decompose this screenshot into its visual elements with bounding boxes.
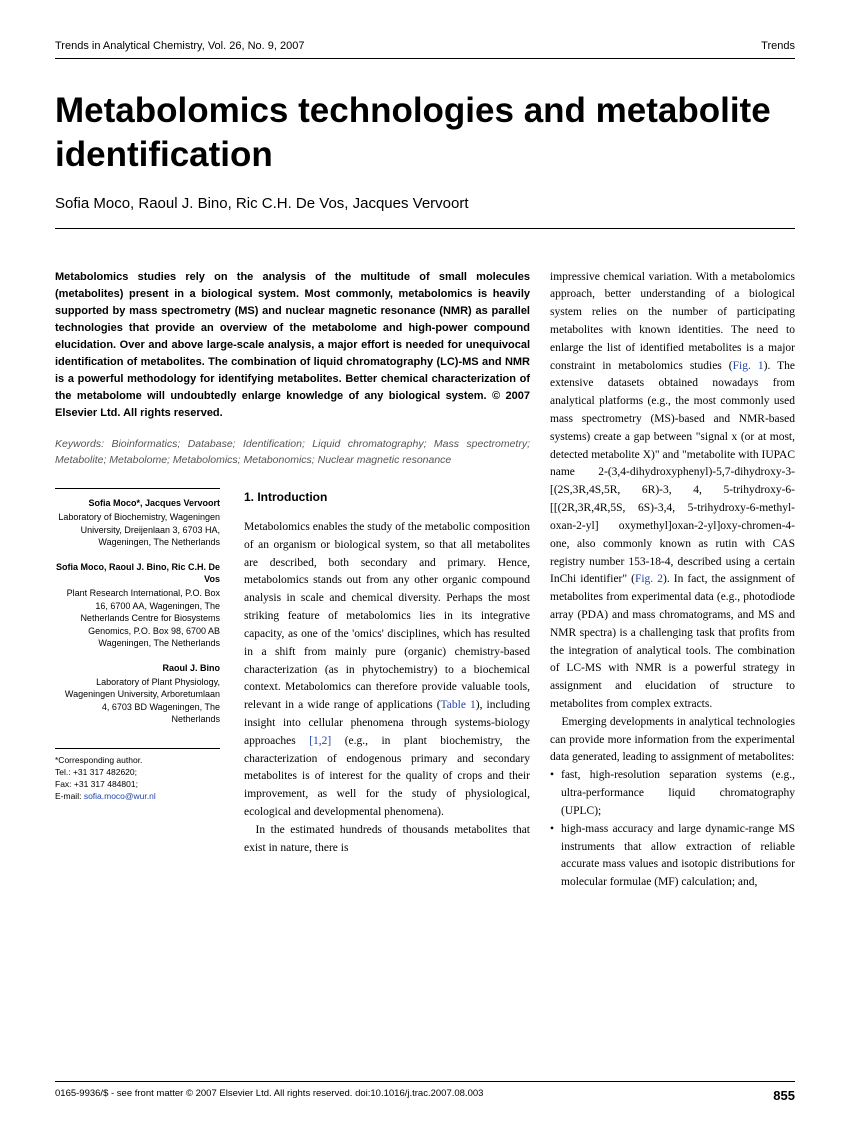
lower-row: Sofia Moco*, Jacques Vervoort Laboratory… [55, 488, 530, 857]
table-1-link[interactable]: Table 1 [441, 699, 476, 711]
affil-addr: Laboratory of Plant Physiology, Wagening… [55, 676, 220, 726]
section-heading: 1. Introduction [244, 488, 530, 507]
refs-1-2-link[interactable]: [1,2] [309, 735, 331, 747]
fig-2-link[interactable]: Fig. 2 [635, 573, 663, 585]
left-column: Metabolomics studies rely on the analysi… [55, 269, 530, 892]
affil-addr: Laboratory of Biochemistry, Wageningen U… [55, 511, 220, 549]
fig-1-link[interactable]: Fig. 1 [733, 360, 764, 372]
affiliation-group: Sofia Moco, Raoul J. Bino, Ric C.H. De V… [55, 561, 220, 650]
bullet-list: fast, high-resolution separation systems… [550, 767, 795, 892]
page-footer: 0165-9936/$ - see front matter © 2007 El… [55, 1081, 795, 1103]
right-para-2: Emerging developments in analytical tech… [550, 714, 795, 767]
corr-email-link[interactable]: sofia.moco@wur.nl [84, 791, 156, 801]
right-para-1: impressive chemical variation. With a me… [550, 269, 795, 714]
list-item: fast, high-resolution separation systems… [550, 767, 795, 820]
author-list: Sofia Moco, Raoul J. Bino, Ric C.H. De V… [55, 195, 795, 229]
running-header: Trends in Analytical Chemistry, Vol. 26,… [55, 40, 795, 59]
affil-addr: Plant Research International, P.O. Box 1… [55, 587, 220, 650]
affil-names: Raoul J. Bino [55, 662, 220, 675]
abstract: Metabolomics studies rely on the analysi… [55, 269, 530, 422]
footer-left: 0165-9936/$ - see front matter © 2007 El… [55, 1088, 483, 1103]
intro-para-1: Metabolomics enables the study of the me… [244, 519, 530, 822]
article-title: Metabolomics technologies and metabolite… [55, 89, 795, 177]
intro-para-2: In the estimated hundreds of thousands m… [244, 822, 530, 858]
keywords: Keywords: Bioinformatics; Database; Iden… [55, 436, 530, 469]
main-content: Metabolomics studies rely on the analysi… [55, 269, 795, 892]
list-item: high-mass accuracy and large dynamic-ran… [550, 821, 795, 892]
corr-email-line: E-mail: sofia.moco@wur.nl [55, 791, 220, 803]
corr-email-label: E-mail: [55, 791, 84, 801]
affiliation-group: Sofia Moco*, Jacques Vervoort Laboratory… [55, 497, 220, 548]
corr-tel: Tel.: +31 317 482620; [55, 767, 220, 779]
keywords-label: Keywords: [55, 438, 104, 450]
affil-names: Sofia Moco, Raoul J. Bino, Ric C.H. De V… [55, 561, 220, 586]
header-right: Trends [761, 40, 795, 52]
affiliation-group: Raoul J. Bino Laboratory of Plant Physio… [55, 662, 220, 726]
affil-names: Sofia Moco*, Jacques Vervoort [55, 497, 220, 510]
corresponding-author: *Corresponding author. Tel.: +31 317 482… [55, 748, 220, 803]
header-left: Trends in Analytical Chemistry, Vol. 26,… [55, 40, 304, 52]
corr-label: *Corresponding author. [55, 755, 220, 767]
right-column: impressive chemical variation. With a me… [550, 269, 795, 892]
page-number: 855 [773, 1088, 795, 1103]
keywords-text: Bioinformatics; Database; Identification… [55, 438, 530, 466]
affiliations: Sofia Moco*, Jacques Vervoort Laboratory… [55, 488, 220, 857]
introduction-column: 1. Introduction Metabolomics enables the… [244, 488, 530, 857]
corr-fax: Fax: +31 317 484801; [55, 779, 220, 791]
